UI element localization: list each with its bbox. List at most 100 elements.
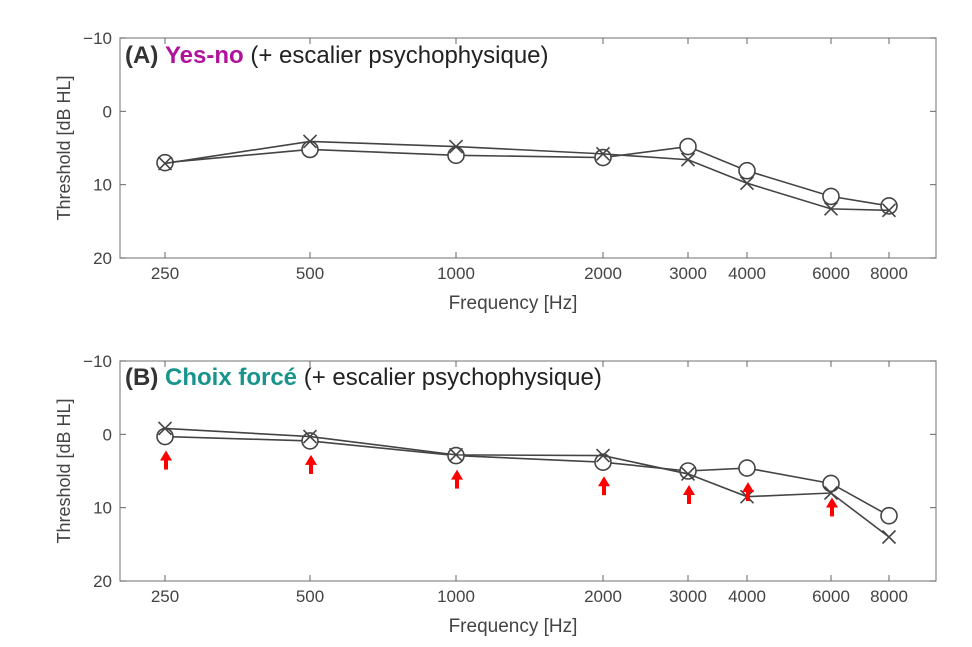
plot-frame — [119, 360, 937, 582]
circle-marker — [679, 137, 697, 156]
circle-marker — [880, 506, 898, 525]
x-tick-label: 8000 — [870, 264, 908, 283]
red-arrow-shaft — [746, 491, 750, 502]
panel-a: −10 0 10 20 250 500 1000 2000 3000 4000 6000 8000 Fr… — [0, 0, 972, 323]
x-tick-label: 500 — [296, 587, 324, 606]
x-tick-label: 1000 — [437, 587, 475, 606]
circle-marker — [738, 161, 756, 180]
x-marker — [739, 176, 755, 191]
x-tick-label: 3000 — [669, 587, 707, 606]
y-tick-label: 0 — [103, 102, 112, 121]
x-tick-label: 250 — [151, 587, 179, 606]
x-marker-stroke — [680, 466, 696, 481]
circle-marker — [738, 459, 756, 477]
red-arrow — [683, 485, 695, 504]
panel-b-tag: (B) — [125, 364, 159, 391]
panel-b-method: Choix forcé — [165, 364, 298, 391]
y-tick-label: 10 — [93, 176, 112, 195]
circle-marker — [156, 427, 174, 446]
plot-frame — [119, 37, 937, 259]
red-arrow-head — [451, 469, 463, 480]
panel-a-tag: (A) — [125, 42, 159, 69]
red-arrow — [160, 450, 172, 470]
red-arrow-head — [305, 454, 317, 465]
circle-marker — [594, 453, 612, 471]
chart-a-svg: −10 0 10 20 250 500 1000 2000 3000 4000 6000 8000 Fr… — [54, 29, 937, 314]
y-axis-label: Threshold [dB HL] — [54, 398, 74, 543]
x-marker — [881, 203, 897, 218]
x-marker-stroke — [595, 146, 611, 161]
x-marker — [881, 529, 897, 545]
x-marker — [823, 201, 839, 216]
circle-marker — [594, 148, 612, 167]
red-arrow-shaft — [830, 506, 834, 517]
red-arrow-head — [826, 497, 838, 508]
circle-marker — [301, 140, 319, 159]
red-arrow-head — [683, 485, 695, 495]
series-x-line — [164, 427, 890, 538]
panel-a-method: Yes-no — [165, 42, 244, 69]
panel-b: −10 0 10 20 250 500 1000 2000 3000 4000 6000 8000 Fr… — [0, 323, 972, 646]
x-marker — [448, 447, 464, 462]
x-marker-stroke — [881, 203, 897, 218]
y-axis-label: Threshold [dB HL] — [54, 75, 74, 220]
series-circle-line — [164, 145, 890, 207]
red-arrow-head — [742, 482, 754, 493]
panel-a-title: (A) Yes-no (+ escalier psychophysique) — [125, 42, 549, 70]
x-marker — [680, 466, 696, 481]
series-circle-line — [164, 435, 890, 517]
red-arrow-head — [160, 450, 172, 461]
x-tick-label: 2000 — [584, 264, 622, 283]
x-marker-stroke — [595, 448, 611, 463]
circle-marker — [822, 474, 840, 493]
circle-marker — [301, 432, 319, 450]
x-marker — [823, 485, 839, 501]
panel-b-subtitle: (+ escalier psychophysique) — [303, 364, 602, 391]
y-tick-label: 20 — [93, 572, 112, 591]
y-tick-label: 20 — [93, 249, 112, 268]
red-arrow-shaft — [455, 478, 459, 489]
red-arrow — [451, 469, 463, 489]
x-tick-label: 4000 — [728, 587, 766, 606]
x-marker-stroke — [302, 134, 318, 149]
x-tick-label: 4000 — [728, 264, 766, 283]
x-marker-stroke — [157, 156, 173, 171]
x-tick-label: 500 — [296, 264, 324, 283]
x-marker-stroke — [448, 447, 464, 462]
x-marker-stroke — [823, 201, 839, 216]
x-marker-stroke — [881, 529, 897, 545]
red-arrow-shaft — [309, 463, 313, 474]
circle-marker — [880, 197, 898, 215]
x-marker — [302, 429, 318, 444]
red-arrow — [305, 454, 317, 474]
x-marker-stroke — [157, 421, 173, 436]
y-tick-label: −10 — [83, 29, 112, 48]
x-marker — [680, 152, 696, 167]
red-arrow-head — [598, 476, 610, 487]
red-arrow-shaft — [602, 485, 606, 496]
red-arrow-shaft — [164, 459, 168, 470]
panel-a-subtitle: (+ escalier psychophysique) — [250, 42, 549, 69]
x-marker — [302, 134, 318, 149]
x-tick-label: 8000 — [870, 587, 908, 606]
x-tick-label: 3000 — [669, 264, 707, 283]
x-axis-label: Frequency [Hz] — [449, 293, 578, 314]
x-marker-stroke — [739, 176, 755, 191]
x-marker — [595, 146, 611, 161]
x-marker-stroke — [302, 429, 318, 444]
x-marker — [157, 156, 173, 171]
red-arrow — [826, 497, 838, 517]
x-marker-stroke — [680, 152, 696, 167]
panel-b-title: (B) Choix forcé (+ escalier psychophysiq… — [125, 364, 602, 392]
x-tick-label: 250 — [151, 264, 179, 283]
x-tick-label: 2000 — [584, 587, 622, 606]
red-arrow-shaft — [687, 494, 691, 504]
x-axis-label: Frequency [Hz] — [449, 616, 578, 637]
red-arrow — [598, 476, 610, 496]
x-tick-label: 6000 — [812, 587, 850, 606]
x-tick-label: 6000 — [812, 264, 850, 283]
x-marker — [448, 139, 464, 154]
red-arrow — [742, 482, 754, 502]
x-tick-label: 1000 — [437, 264, 475, 283]
